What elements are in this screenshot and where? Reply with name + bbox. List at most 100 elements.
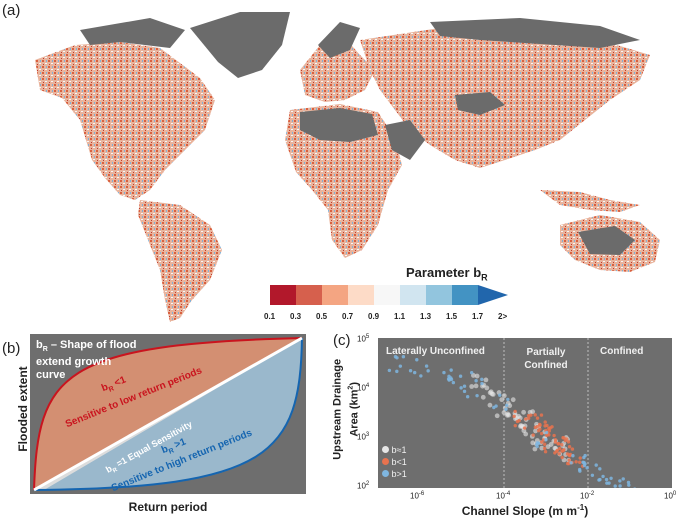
colorbar-ticks: 0.1 0.3 0.5 0.7 0.9 1.1 1.3 1.5 1.7 2> [262,312,532,324]
data-point [469,370,474,375]
data-point [538,422,542,427]
data-point [563,438,568,443]
colorbar-title: Parameter bR [406,265,488,283]
blue-curve [33,337,303,491]
panel-b-label: (b) [2,340,21,357]
australia-interior-shape [578,226,635,255]
region-confined: Confined [600,346,644,357]
data-point [560,455,564,460]
data-point [501,393,507,399]
data-point [585,466,589,470]
arabia-shape [385,120,425,160]
data-point [442,370,446,375]
x-tick-label: 10-2 [580,491,595,501]
colorbar-segment [400,285,426,305]
growth-curve-diagram [30,334,306,494]
y-tick-label: 104 [357,383,370,393]
data-point [474,373,480,379]
legend-item: b≈1 [382,444,407,456]
data-point [574,460,578,464]
data-point [566,440,571,444]
data-point [462,384,467,388]
colorbar-tick-label: 1.3 [420,312,432,321]
data-point [582,455,586,460]
y-tick-label: 102 [357,481,370,491]
data-point [395,356,399,360]
region-partially-confined: Partially Confined [524,347,568,371]
scatter-y-axis-label: Upstream Drainage Area (km2) [331,358,361,460]
data-point [498,393,502,397]
x-tick-label: 10-4 [496,491,511,501]
data-point [577,467,582,472]
data-point [539,440,544,444]
data-point [506,397,510,402]
indonesia-shape [540,190,640,212]
data-point [536,441,541,445]
colorbar-tick-label: 0.3 [290,312,302,321]
data-point [401,355,406,359]
data-point [533,413,537,417]
data-point [501,410,507,415]
arctic-north-america-shape [80,18,185,48]
data-point [542,446,547,451]
data-point [613,484,617,488]
data-point [426,369,430,373]
colorbar-segment [270,285,296,305]
data-point [484,385,490,391]
data-point [475,393,479,398]
data-point [499,397,505,403]
data-point [571,454,575,458]
data-point [532,446,538,452]
data-point [633,487,637,488]
data-point [515,419,520,424]
sahara-shape [300,108,378,142]
data-point [521,409,527,415]
diagonal-line [33,336,303,492]
data-point [621,477,625,481]
data-point [512,414,516,419]
x-tick-label: 100 [664,491,677,501]
data-point [581,460,585,464]
data-point [548,426,552,430]
scatter-x-axis-label: Channel Slope (m m-1) [461,503,589,518]
data-point [483,377,489,383]
world-map [35,12,660,322]
data-point [544,438,548,442]
data-point [398,364,403,368]
legend-marker [382,458,389,465]
data-point [449,368,453,372]
data-point [415,358,419,362]
data-point [590,473,595,477]
data-point [531,433,535,437]
data-point [449,377,454,382]
data-point [597,478,601,482]
data-point [459,386,463,390]
legend-item: b<1 [382,456,407,468]
data-point [523,417,528,421]
asia-shape [360,28,650,168]
data-point [577,460,582,464]
scatter-plot [378,338,672,488]
data-point [527,416,531,420]
siberia-shape [430,18,640,48]
tibet-shape [455,92,505,115]
panel-a-label: (a) [2,2,21,19]
colorbar-tick-label: 0.7 [342,312,354,321]
data-point [395,369,399,374]
data-point [570,447,575,451]
legend-marker [382,470,389,477]
colorbar-tick-label: 2> [498,312,508,321]
data-point [626,480,631,485]
africa-shape [285,104,402,258]
data-point [578,456,582,460]
greenland-shape [190,12,290,78]
data-point [567,453,572,458]
data-point [558,446,562,451]
data-point [556,441,560,446]
data-point [553,440,558,444]
diagram-y-axis-label: Flooded extent [16,366,30,452]
data-point [545,444,551,450]
north-america-shape [35,42,215,200]
data-point [547,433,551,437]
data-point [480,381,484,386]
